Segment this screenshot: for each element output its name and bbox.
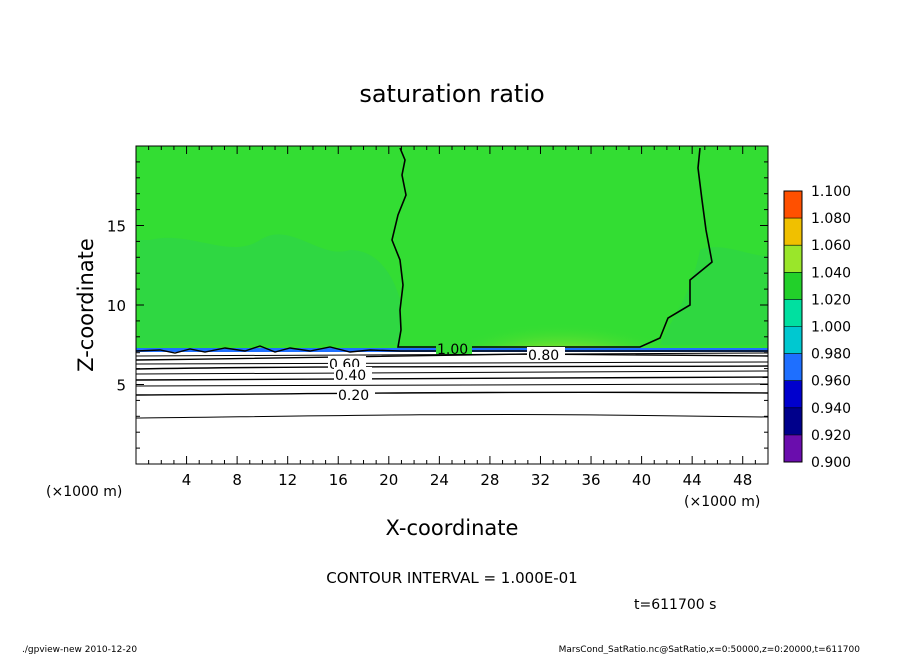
time-label: t=611700 s bbox=[634, 597, 716, 613]
colorbar-label: 0.980 bbox=[811, 347, 851, 363]
colorbar-swatch bbox=[784, 380, 802, 408]
x-tick-label: 40 bbox=[632, 471, 651, 489]
contour-line-0.20 bbox=[136, 391, 768, 396]
colorbar-label: 1.040 bbox=[811, 265, 851, 281]
contour-line-0.90 bbox=[136, 352, 768, 357]
colorbar-label: 1.020 bbox=[811, 292, 851, 308]
x-tick-label: 32 bbox=[531, 471, 550, 489]
contour-line-boundary bbox=[136, 345, 768, 354]
colorbar-label: 0.900 bbox=[811, 455, 851, 471]
x-tick-label: 20 bbox=[379, 471, 398, 489]
contour-label-0.20: 0.20 bbox=[338, 388, 369, 404]
chart-title: saturation ratio bbox=[359, 80, 544, 108]
x-tick-label: 48 bbox=[733, 471, 752, 489]
footer-right: MarsCond_SatRatio.nc@SatRatio,x=0:50000,… bbox=[559, 645, 861, 654]
colorbar-label: 0.960 bbox=[811, 374, 851, 390]
colorbar-label: 1.060 bbox=[811, 238, 851, 254]
colorbar-swatch bbox=[784, 407, 802, 435]
x-tick-label: 8 bbox=[232, 471, 242, 489]
contour-interval: CONTOUR INTERVAL = 1.000E-01 bbox=[326, 569, 577, 587]
footer-left: ./gpview-new 2010-12-20 bbox=[22, 645, 137, 654]
colorbar-swatch bbox=[784, 272, 802, 300]
colorbar-swatch bbox=[784, 218, 802, 246]
colorbar-label: 1.080 bbox=[811, 211, 851, 227]
x-tick-label: 44 bbox=[683, 471, 702, 489]
x-axis-ticks: 4 8 12 16 20 24 28 32 36 40 44 48 bbox=[135, 146, 769, 489]
x-tick-label: 28 bbox=[480, 471, 499, 489]
x-tick-label: 4 bbox=[182, 471, 192, 489]
colorbar-label: 0.940 bbox=[811, 401, 851, 417]
contour-label-1.00: 1.00 bbox=[437, 342, 468, 358]
contour-line-1.00 bbox=[391, 147, 713, 348]
colorbar-label: 0.920 bbox=[811, 428, 851, 444]
y-tick-label: 5 bbox=[116, 377, 126, 395]
y-axis-ticks: 5 10 15 bbox=[107, 145, 768, 465]
contour-label-0.40: 0.40 bbox=[335, 368, 366, 384]
contour-line-0.80 bbox=[136, 353, 768, 361]
colorbar-swatch bbox=[784, 191, 802, 219]
colorbar-swatch bbox=[784, 434, 802, 462]
plot-area bbox=[136, 146, 768, 464]
x-unit-left: (×1000 m) bbox=[46, 484, 122, 500]
colorbar: 0.900 0.920 0.940 0.960 0.980 1.000 1.020 1.040… bbox=[783, 184, 851, 471]
colorbar-swatch bbox=[784, 299, 802, 327]
y-axis-label: Z-coordinate bbox=[74, 238, 98, 372]
contour-labels: 1.00 0.80 0.60 0.40 0.20 bbox=[328, 342, 565, 404]
contour-line-0.10 bbox=[136, 413, 768, 419]
contour-label-0.80: 0.80 bbox=[528, 348, 559, 364]
field-near-saturated-patch bbox=[140, 234, 400, 345]
y-tick-label: 10 bbox=[107, 297, 126, 315]
x-tick-label: 24 bbox=[430, 471, 449, 489]
x-unit-right: (×1000 m) bbox=[684, 494, 760, 510]
x-tick-label: 12 bbox=[278, 471, 297, 489]
field-near-saturated-patch-right bbox=[660, 247, 768, 345]
y-tick-label: 15 bbox=[107, 218, 126, 236]
colorbar-swatch bbox=[784, 353, 802, 381]
colorbar-swatch bbox=[784, 326, 802, 354]
x-tick-label: 16 bbox=[329, 471, 348, 489]
colorbar-label: 1.100 bbox=[811, 184, 851, 200]
x-axis-label: X-coordinate bbox=[386, 516, 519, 540]
colorbar-label: 1.000 bbox=[811, 320, 851, 336]
contour-line-0.60 bbox=[136, 365, 768, 370]
colorbar-swatch bbox=[784, 245, 802, 273]
field-subsaturated bbox=[136, 352, 768, 464]
x-tick-label: 36 bbox=[581, 471, 600, 489]
